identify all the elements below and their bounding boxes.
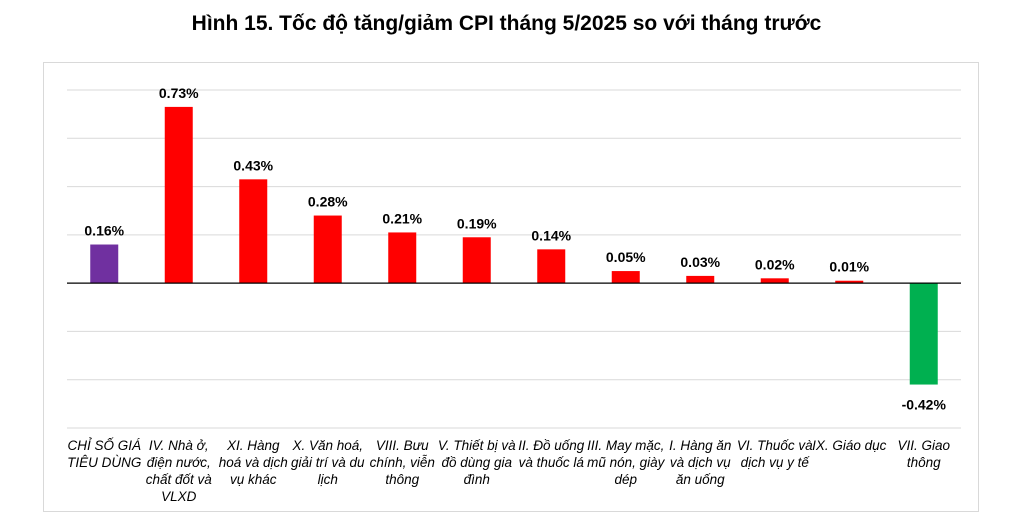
category-label: X. Văn hoá, giải trí và du lịch: [290, 438, 365, 487]
bar: [909, 283, 938, 385]
data-label: 0.21%: [382, 210, 422, 226]
category-label: VII. Giao thông: [897, 438, 951, 470]
data-label: 0.05%: [606, 249, 646, 265]
data-label: -0.42%: [902, 397, 947, 413]
bar: [835, 280, 864, 284]
chart-frame: [43, 62, 979, 512]
bar: [313, 215, 342, 284]
bar: [686, 275, 715, 284]
category-label: CHỈ SỐ GIÁ TIÊU DÙNG: [67, 438, 142, 470]
data-labels: 0.16% 0.73% 0.43% 0.28% 0.21% 0.19% 0.14% 0.05%…: [84, 85, 946, 413]
category-label: VIII. Bưu chính, viễn thông: [369, 438, 435, 487]
category-label: V. Thiết bị và đồ dùng gia đình: [437, 438, 516, 487]
category-label: VI. Thuốc và dịch vụ y tế: [736, 438, 813, 470]
data-label: 0.19%: [457, 215, 497, 231]
gridlines: [67, 89, 961, 429]
data-label: 0.14%: [531, 227, 571, 243]
data-label: 0.02%: [755, 256, 795, 272]
bar: [388, 232, 417, 284]
category-label: IV. Nhà ở, điện nước, chất đốt và VLXD: [145, 438, 212, 504]
bar: [537, 249, 566, 284]
category-label: II. Đồ uống và thuốc lá: [518, 438, 585, 470]
data-label: 0.28%: [308, 194, 348, 210]
bar: [462, 237, 491, 284]
data-label: 0.43%: [233, 157, 273, 173]
bars: [90, 106, 938, 385]
category-label: IX. Giáo dục: [812, 438, 887, 453]
chart-title: Hình 15. Tốc độ tăng/giảm CPI tháng 5/20…: [191, 12, 822, 35]
data-label: 0.01%: [829, 259, 869, 275]
bar: [164, 106, 193, 284]
bar: [611, 271, 640, 284]
data-label: 0.73%: [159, 85, 199, 101]
category-label: III. May mặc, mũ nón, giày dép: [587, 438, 665, 487]
bar: [90, 244, 119, 284]
category-label: XI. Hàng hoá và dịch vụ khác: [218, 438, 288, 487]
data-label: 0.03%: [680, 254, 720, 270]
data-label: 0.16%: [84, 223, 124, 239]
category-label: I. Hàng ăn và dịch vụ ăn uống: [669, 438, 732, 487]
bar: [239, 179, 268, 284]
bar: [760, 278, 789, 284]
